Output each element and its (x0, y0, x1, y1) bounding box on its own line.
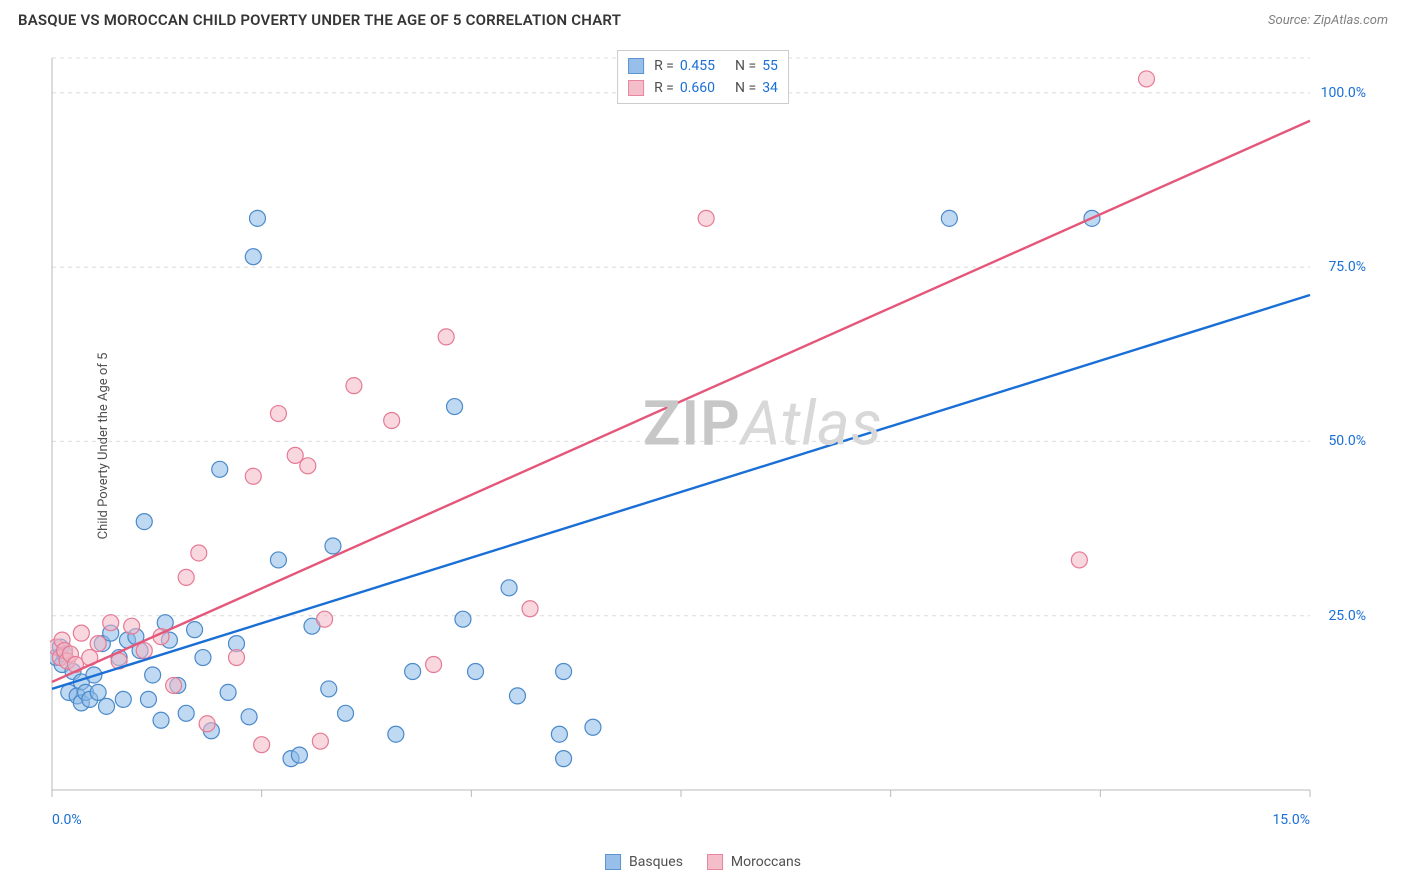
legend-swatch (605, 854, 621, 870)
legend-stat-row: R = 0.660N = 34 (628, 77, 778, 99)
chart-title: BASQUE VS MOROCCAN CHILD POVERTY UNDER T… (18, 11, 621, 29)
legend-series: Basques Moroccans (605, 854, 801, 870)
legend-item: Moroccans (707, 854, 801, 870)
legend-label: Basques (629, 854, 683, 870)
chart-source: Source: ZipAtlas.com (1268, 13, 1388, 28)
plot-area: ZIPAtlas 0.0%15.0% 25.0%50.0%75.0%100.0% (50, 50, 1370, 830)
y-tick-label: 100.0% (1321, 85, 1366, 101)
scatter-plot-svg (50, 50, 1370, 830)
legend-swatch (707, 854, 723, 870)
legend-stats: R = 0.455N = 55R = 0.660N = 34 (617, 50, 789, 104)
chart-header: BASQUE VS MOROCCAN CHILD POVERTY UNDER T… (0, 0, 1406, 40)
legend-item: Basques (605, 854, 683, 870)
y-tick-label: 25.0% (1328, 608, 1366, 624)
y-tick-label: 50.0% (1328, 433, 1366, 449)
x-tick-label: 15.0% (1272, 812, 1310, 828)
legend-label: Moroccans (731, 854, 801, 870)
chart-container: BASQUE VS MOROCCAN CHILD POVERTY UNDER T… (0, 0, 1406, 892)
legend-stat-row: R = 0.455N = 55 (628, 55, 778, 77)
y-tick-label: 75.0% (1328, 259, 1366, 275)
legend-swatch (628, 58, 644, 74)
x-tick-label: 0.0% (52, 812, 82, 828)
legend-swatch (628, 80, 644, 96)
